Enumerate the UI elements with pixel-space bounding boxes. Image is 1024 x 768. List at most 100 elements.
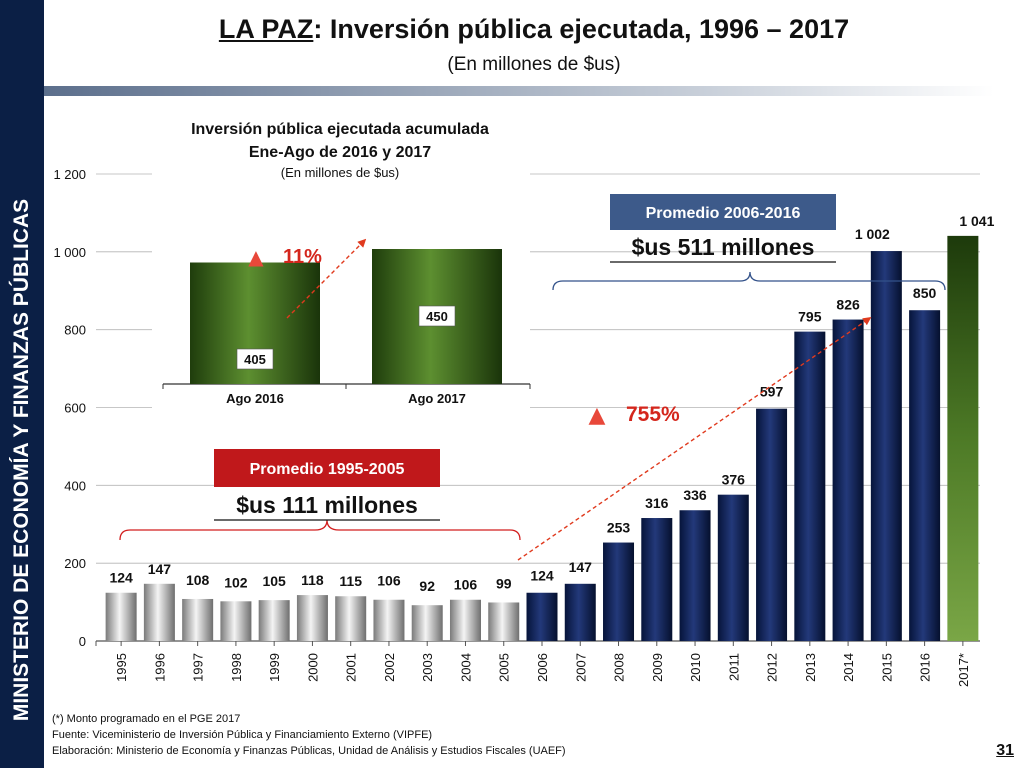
x-tick-label: 2001 [344,653,359,682]
data-label: 106 [377,573,401,589]
growth-pct: 755% [626,403,680,426]
bar [756,408,788,641]
data-labels: 124 147 108 102 105 118 115 106 92 106 99 124 147 253… [109,213,994,594]
page-number: 31 [996,742,1014,759]
header-divider [44,86,994,96]
data-label: 105 [262,573,286,589]
inset-chart: Inversión pública ejecutada acumulada Ene… [152,112,531,412]
x-tick-label: 1998 [229,653,244,682]
inset-category-label: Ago 2016 [226,391,284,406]
data-label: 115 [339,573,362,589]
x-tick-label: 1997 [191,653,206,682]
x-tick-label: 2000 [305,653,320,682]
bar [220,601,252,641]
x-tick-label: 2006 [535,653,550,682]
y-tick-label: 600 [64,401,86,416]
y-tick-label: 800 [64,323,86,338]
inset-value-box [236,348,274,370]
data-label: 106 [454,577,478,593]
bar [870,251,902,641]
bar [182,598,214,641]
x-tick-label: 2008 [612,653,627,682]
y-tick-label: 1 000 [53,245,86,260]
data-label: 147 [148,561,172,577]
avg1-box [214,449,440,487]
x-tick-label: 1999 [267,653,282,682]
brace-1995-2005 [119,519,521,541]
data-label: 826 [836,297,860,313]
inset-category-label: Ago 2017 [408,391,466,406]
bar [603,542,635,641]
data-label: 376 [722,472,746,488]
bar [335,596,367,641]
data-label: 92 [419,578,435,594]
inset-up-triangle-icon: ▲ [248,245,264,269]
x-tick-label: 2003 [420,653,435,682]
bar [373,599,405,641]
avg1-box-label: Promedio 1995-2005 [250,461,405,478]
footnote-source: Fuente: Viceministerio de Inversión Públ… [52,729,433,741]
y-axis: 0 200 400 600 800 1 000 1 200 [53,167,86,649]
x-tick-label: 2005 [497,653,512,682]
inset-value-label: 450 [426,309,448,324]
data-label: 253 [607,520,631,536]
data-label: 1 002 [855,226,890,242]
data-label: 118 [301,572,324,588]
x-tick-label: 2004 [458,653,473,682]
inset-growth-arrow [286,238,367,319]
data-label: 102 [224,574,248,590]
avg1-value: $us 111 millones [236,492,418,518]
x-tick-label: 2014 [841,653,856,682]
bar [564,583,596,641]
bar [143,583,175,641]
footnote-author: Elaboración: Ministerio de Economía y Fi… [52,745,566,757]
bar [679,510,711,641]
y-tick-label: 400 [64,478,86,493]
data-label: 99 [496,575,512,591]
page-subtitle: (En millones de $us) [447,54,621,75]
brace-2006-2016 [552,271,946,291]
page-title: LA PAZ: Inversión pública ejecutada, 199… [44,14,1024,45]
avg2-value: $us 511 millones [632,234,815,260]
y-tick-label: 0 [79,634,86,649]
data-label: 147 [569,559,593,575]
data-label: 316 [645,495,669,511]
bar [794,331,826,641]
avg2-box-label: Promedio 2006-2016 [646,205,801,222]
data-label: 597 [760,384,784,400]
bar [449,599,481,641]
data-label: 850 [913,285,937,301]
growth-arrow [517,317,872,561]
x-axis: 1995 1996 1997 1998 1999 2000 2001 2002 2003 2004… [95,641,971,687]
bar [105,592,137,641]
bar [488,602,520,641]
x-tick-label: 2011 [726,653,741,681]
bar [641,518,673,641]
x-tick-label: 2007 [573,653,588,682]
inset-title: Inversión pública ejecutada acumulada [191,121,489,138]
x-tick-label: 1996 [152,653,167,682]
x-tick-label: 2016 [918,653,933,682]
data-label: 336 [683,487,707,503]
bar [717,494,749,641]
x-tick-label: 1995 [114,653,129,682]
data-label: 124 [530,568,554,584]
x-tick-label: 2015 [879,653,894,682]
bars [105,235,979,641]
data-label: 108 [186,572,210,588]
annotations: Promedio 1995-2005 $us 111 millones Promed… [119,194,946,561]
data-label: 1 041 [959,213,994,229]
footnotes: (*) Monto programado en el PGE 2017 Fuen… [52,711,566,759]
data-label: 124 [109,570,133,586]
inset-units: (En millones de $us) [281,165,400,180]
bar [909,310,941,641]
bar [411,605,443,641]
x-tick-label: 2010 [688,653,703,682]
bar [526,592,558,641]
bar [258,600,290,641]
inset-growth-pct: 11% [283,246,322,268]
x-tick-label: 2002 [382,653,397,682]
title-rest: : Inversión pública ejecutada, 1996 – 20… [313,14,850,44]
avg2-box [610,194,836,230]
